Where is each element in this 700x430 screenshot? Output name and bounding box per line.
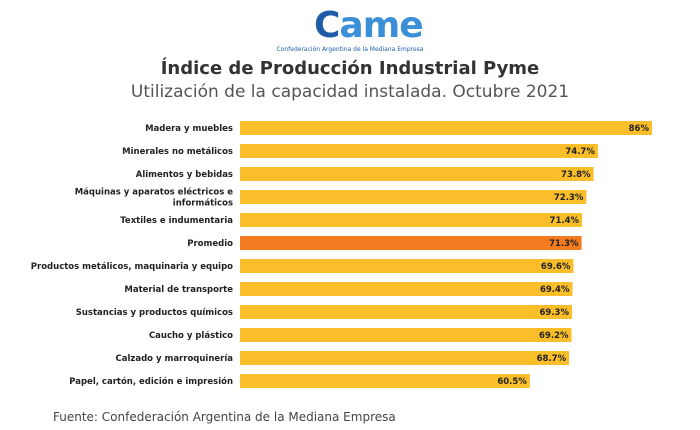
category-label: Madera y muebles	[145, 124, 233, 134]
value-label: 86%	[629, 124, 650, 134]
logo-letters-ame: ame	[339, 5, 423, 46]
value-label: 60.5%	[497, 377, 527, 387]
logo-tagline: Confederación Argentina de la Mediana Em…	[276, 46, 424, 53]
value-label: 71.4%	[550, 216, 580, 226]
logo-wordmark: Came	[314, 5, 424, 46]
chart-title: Índice de Producción Industrial Pyme	[160, 58, 540, 79]
category-label: Máquinas y aparatos eléctricos e informát…	[75, 187, 234, 209]
bar	[240, 351, 570, 365]
category-label: Sustancias y productos químicos	[76, 308, 233, 318]
value-label: 71.3%	[549, 239, 579, 249]
category-label: Minerales no metálicos	[122, 147, 233, 157]
category-label: Promedio	[187, 239, 233, 249]
chart-subtitle: Utilización de la capacidad instalada. O…	[130, 82, 570, 102]
value-label: 68.7%	[537, 354, 567, 364]
logo-letter-c: C	[314, 5, 340, 46]
source-footer: Fuente: Confederación Argentina de la Me…	[53, 410, 396, 424]
category-label: Calzado y marroquinería	[116, 354, 234, 364]
bar	[240, 259, 574, 273]
bar	[240, 328, 572, 342]
category-label: Material de transporte	[124, 285, 233, 295]
bar	[240, 374, 530, 388]
value-label: 73.8%	[561, 170, 591, 180]
value-label: 72.3%	[554, 193, 584, 203]
value-label: 69.2%	[539, 331, 569, 341]
value-label: 69.6%	[541, 262, 571, 272]
value-label: 69.4%	[540, 285, 570, 295]
bar	[240, 213, 583, 227]
category-label: Papel, cartón, edición e impresión	[69, 376, 233, 387]
bar	[240, 282, 573, 296]
came-logo: Came Confederación Argentina de la Media…	[0, 4, 700, 56]
category-label: Alimentos y bebidas	[136, 170, 233, 180]
bar	[240, 144, 598, 158]
bar-chart: Madera y muebles 86% Minerales no metálico…	[31, 121, 652, 388]
category-label: Caucho y plástico	[149, 331, 233, 341]
value-label: 69.3%	[539, 308, 569, 318]
bar	[240, 121, 652, 135]
bar	[240, 305, 572, 319]
category-label: Textiles e indumentaria	[120, 216, 233, 226]
category-label: Productos metálicos, maquinaria y equipo	[31, 262, 233, 272]
bar-promedio	[240, 236, 582, 250]
bar	[240, 190, 587, 204]
value-label: 74.7%	[565, 147, 595, 157]
bar	[240, 167, 594, 181]
